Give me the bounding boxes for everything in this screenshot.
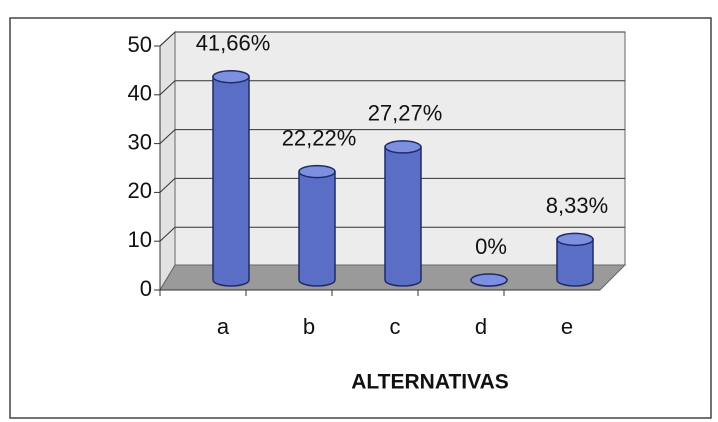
value-label: 22,22% <box>282 125 357 150</box>
bar <box>384 146 422 287</box>
bar-top <box>298 164 336 179</box>
y-tick-label: 0 <box>140 276 152 301</box>
value-label: 41,66% <box>196 31 271 56</box>
value-label: 0% <box>475 234 507 259</box>
side-wall <box>159 30 176 292</box>
bar <box>298 170 336 287</box>
y-tick-label: 10 <box>128 227 152 252</box>
y-tick-label: 20 <box>128 178 152 203</box>
grid-line <box>159 226 176 242</box>
x-tick-label: e <box>561 314 573 339</box>
y-tick-label: 30 <box>128 129 152 154</box>
bar-top <box>384 140 422 154</box>
bar <box>556 238 594 287</box>
value-label: 8,33% <box>546 193 608 218</box>
x-tick-label: b <box>303 314 315 339</box>
x-tick-label: a <box>217 314 230 339</box>
grid-line <box>159 129 176 144</box>
x-axis-title: ALTERNATIVAS <box>351 371 509 394</box>
x-tick-label: d <box>475 314 487 339</box>
y-tick-label: 40 <box>128 81 152 106</box>
value-label: 27,27% <box>368 101 443 126</box>
grid-line <box>159 178 176 193</box>
y-tick-label: 50 <box>128 32 152 57</box>
bar-top <box>556 232 594 247</box>
grid-line <box>159 31 176 47</box>
bar-top <box>470 273 508 287</box>
x-tick-label: c <box>390 314 401 339</box>
bar-top <box>212 69 250 84</box>
grid-line <box>159 80 176 96</box>
bar <box>212 75 250 287</box>
